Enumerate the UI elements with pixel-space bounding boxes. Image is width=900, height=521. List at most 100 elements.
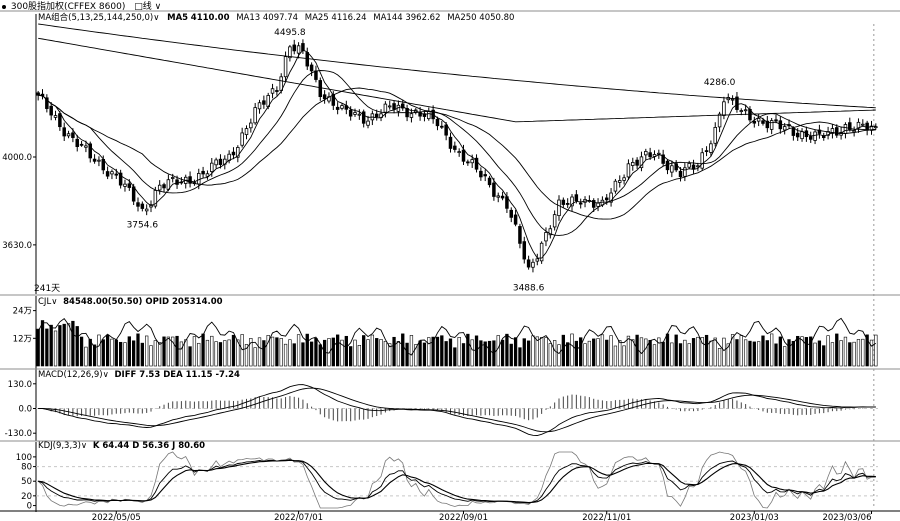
volume-bar [370, 334, 375, 367]
chevron-down-icon[interactable]: ∨ [80, 441, 88, 451]
candle-down [301, 43, 305, 52]
candle [852, 126, 856, 137]
price-pane[interactable] [36, 39, 878, 273]
volume-bar [756, 341, 761, 367]
chevron-down-icon[interactable]: ∨ [51, 297, 58, 307]
candle-up [743, 109, 748, 112]
candle-down [118, 172, 123, 186]
candle-down [674, 163, 678, 171]
candle [565, 198, 570, 208]
candle [743, 104, 748, 116]
volume-bar [223, 340, 227, 367]
ma5-name: MA5 [167, 13, 189, 23]
candle [453, 141, 457, 153]
period-selector[interactable]: □线 ∨ [134, 2, 161, 12]
ma25-name: MA25 [304, 13, 329, 23]
volume-bar [349, 346, 353, 367]
candle-up [288, 46, 292, 59]
candle-up [539, 242, 544, 262]
volume-bar [153, 340, 158, 367]
volume-label[interactable]: CJL [38, 297, 52, 307]
candle-up [644, 151, 648, 156]
candle-down [71, 132, 75, 138]
candle [136, 197, 140, 212]
volume-bar [149, 345, 153, 367]
ma13-name: MA13 [236, 13, 261, 23]
macd-label[interactable]: MACD(12,26,9) [38, 370, 103, 380]
volume-bar [97, 334, 101, 367]
candle [218, 154, 223, 169]
volume-bar [548, 343, 552, 367]
kdj-label[interactable]: KDJ(9,3,3) [38, 441, 81, 451]
candle-down [848, 122, 852, 130]
volume-values: 84548.00(50.50) OPID 205314.00 [63, 297, 223, 307]
volume-bar [691, 338, 696, 367]
volume-bar [405, 342, 409, 367]
ma-group-label[interactable]: MA组合(5,13,25,144,250,0) [38, 13, 154, 23]
candle [66, 130, 71, 139]
candle [687, 160, 691, 170]
volume-bar [253, 347, 257, 367]
volume-bar [583, 343, 587, 367]
macd-pane[interactable] [38, 384, 877, 436]
volume-bar [88, 338, 92, 367]
candle-up [353, 112, 357, 115]
volume-bar [375, 338, 379, 367]
candle [97, 156, 101, 167]
kdj-j-line [37, 451, 876, 509]
volume-bar [466, 333, 470, 367]
price-tick-label: 4000.0 [2, 153, 32, 163]
candle-up [596, 202, 600, 207]
candle-up [531, 261, 535, 268]
volume-bar [778, 336, 782, 367]
candle [817, 124, 822, 139]
candle [578, 198, 583, 209]
candle-down [817, 129, 822, 134]
candle-up [170, 177, 175, 179]
candle-down [487, 177, 492, 186]
candle-down [45, 97, 49, 109]
ma13-value: 4097.74 [262, 13, 299, 23]
volume-bar [544, 337, 548, 367]
candle-down [691, 164, 696, 170]
candle-up [366, 120, 370, 126]
volume-bar [388, 343, 392, 367]
volume-bar [457, 337, 461, 367]
volume-bar [613, 345, 618, 367]
candle [700, 148, 704, 171]
candle [179, 177, 184, 185]
candle [661, 149, 665, 167]
candle [609, 188, 613, 207]
volume-bar [722, 337, 726, 367]
candle-up [730, 98, 735, 101]
candle [440, 121, 444, 129]
volume-bar [179, 341, 184, 367]
chevron-down-icon[interactable]: ∨ [102, 370, 109, 380]
candle-up [869, 125, 874, 131]
candle-up [626, 163, 631, 178]
candle [531, 258, 535, 273]
candle-down [231, 151, 236, 156]
kdj-pane[interactable] [37, 451, 876, 509]
candle-down [735, 96, 739, 110]
volume-bar [483, 341, 487, 367]
candle [552, 210, 557, 231]
candle-up [713, 127, 717, 144]
candle [84, 140, 88, 153]
candle [387, 100, 392, 110]
candle [735, 92, 739, 113]
volume-pane[interactable] [36, 317, 878, 367]
menu-dot-icon[interactable] [2, 4, 6, 9]
candle [483, 169, 487, 182]
chevron-down-icon[interactable]: ∨ [153, 13, 160, 23]
candle [561, 197, 566, 208]
volume-bar [748, 340, 752, 367]
price-annotation: 3488.6 [513, 283, 545, 293]
candle-up [383, 103, 388, 113]
candle-down [114, 173, 119, 176]
volume-bar [283, 343, 288, 367]
candle [691, 159, 696, 174]
candle [448, 132, 453, 153]
date-tick-label: 2022/09/01 [439, 513, 488, 521]
volume-bar [800, 336, 804, 367]
